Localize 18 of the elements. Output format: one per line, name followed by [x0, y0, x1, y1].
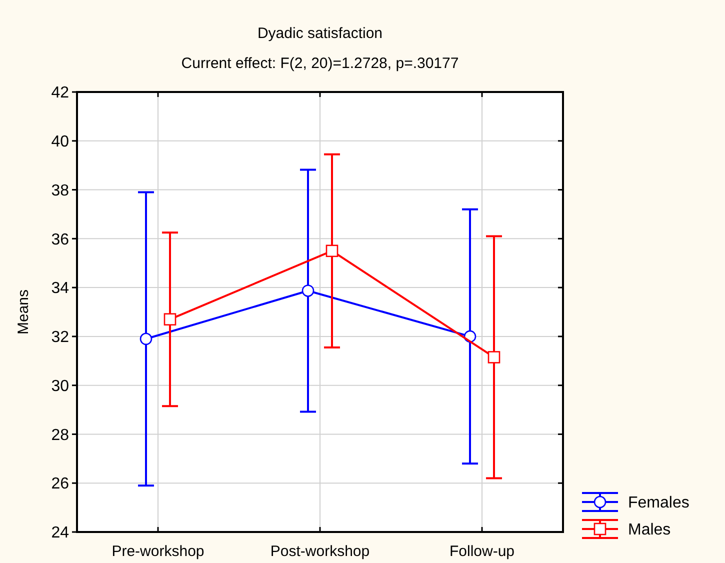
y-tick-label: 30: [51, 378, 70, 395]
x-tick-label: Follow-up: [449, 543, 515, 560]
legend-label: Males: [628, 522, 671, 539]
y-tick-label: 42: [51, 84, 70, 102]
y-tick-label: 34: [51, 280, 70, 298]
y-tick-label: 36: [51, 231, 70, 248]
chart-title: Dyadic satisfaction: [257, 25, 383, 42]
y-tick-label: 26: [51, 476, 70, 493]
legend-label: Females: [628, 494, 690, 512]
y-tick-label: 38: [51, 182, 70, 200]
y-axis-title: Means: [15, 289, 32, 335]
y-tick-label: 40: [51, 133, 70, 150]
x-tick-label: Pre-workshop: [112, 543, 204, 560]
y-tick-label: 24: [51, 524, 70, 542]
y-tick-label: 32: [51, 329, 70, 346]
y-tick-label: 28: [51, 426, 70, 444]
chart-subtitle: Current effect: F(2, 20)=1.2728, p=.30177: [181, 55, 459, 72]
x-tick-label: Post-workshop: [270, 543, 370, 560]
